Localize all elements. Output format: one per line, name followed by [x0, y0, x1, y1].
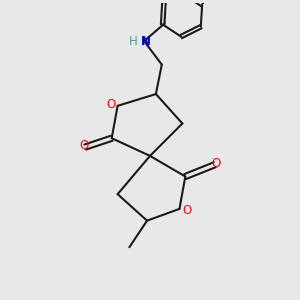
Text: N: N — [141, 34, 151, 48]
Text: O: O — [106, 98, 116, 111]
Text: O: O — [79, 139, 88, 152]
Text: H: H — [128, 34, 137, 48]
Text: O: O — [182, 204, 191, 217]
Text: O: O — [212, 157, 221, 170]
